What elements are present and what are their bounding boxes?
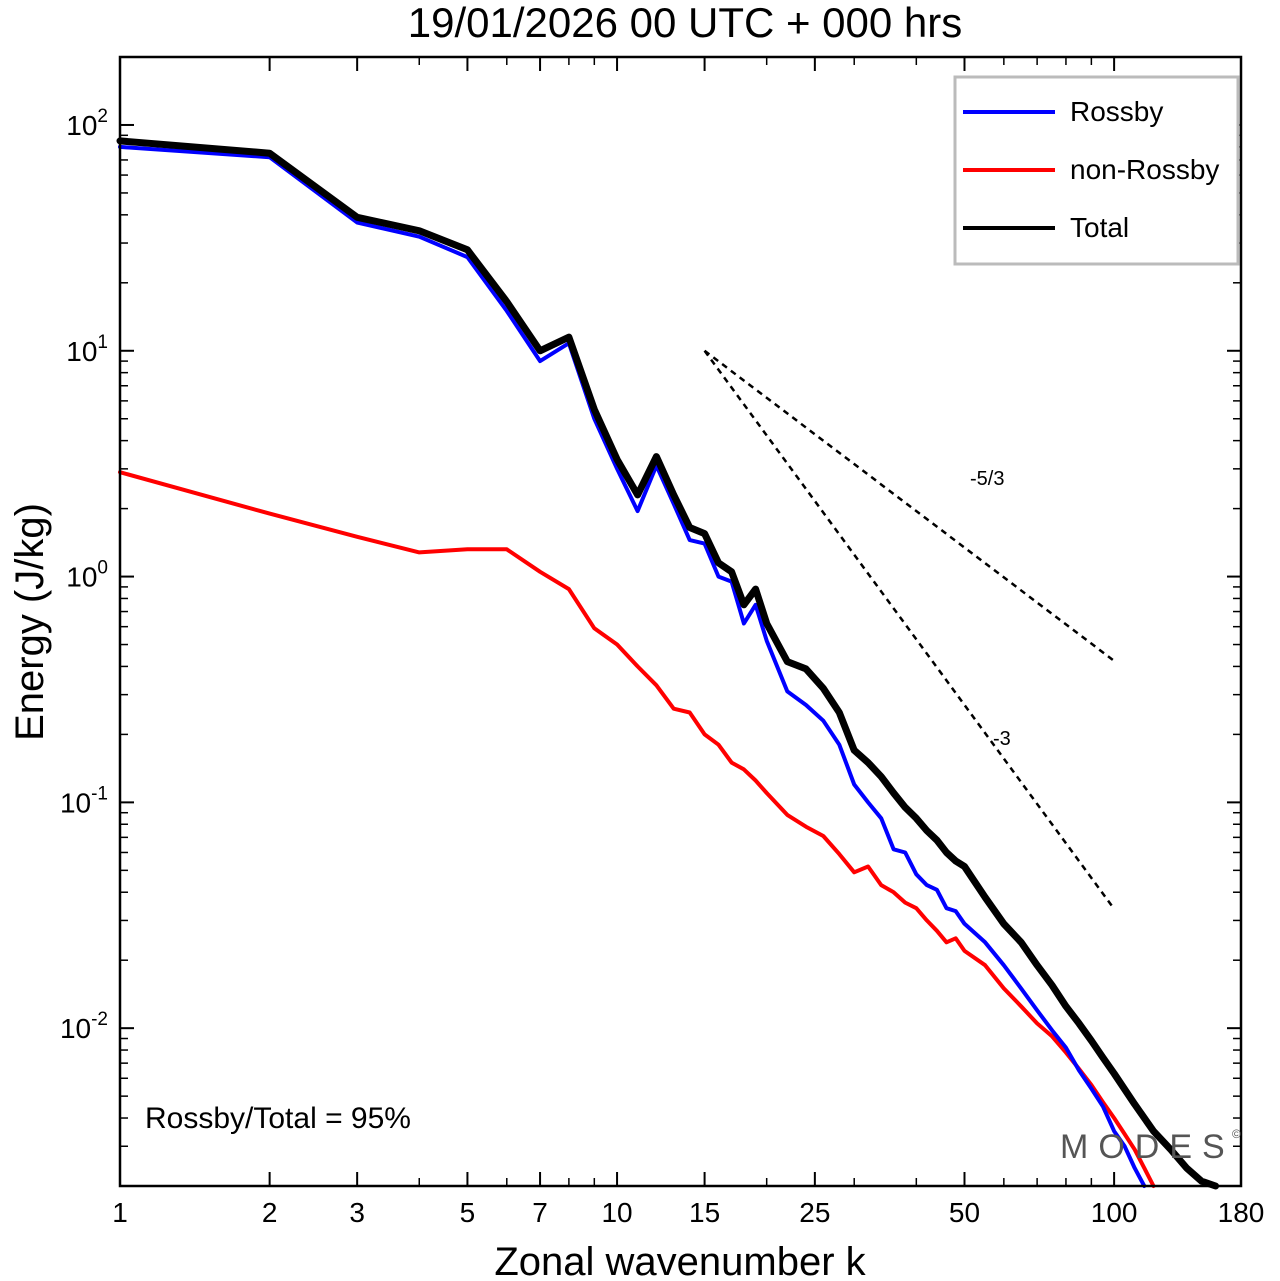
x-tick-label: 10 xyxy=(601,1197,632,1228)
plot-frame xyxy=(118,55,1243,1188)
series-line-non-rossby xyxy=(118,470,1156,1188)
y-tick-label: 101 xyxy=(66,332,108,367)
legend-label-non-rossby: non-Rossby xyxy=(1070,154,1219,185)
legend-label-rossby: Rossby xyxy=(1070,96,1163,127)
x-tick-label: 15 xyxy=(689,1197,720,1228)
x-axis-label: Zonal wavenumber k xyxy=(494,1240,866,1281)
y-tick-label: 10-2 xyxy=(60,1009,108,1044)
y-tick-label: 10-1 xyxy=(60,783,108,818)
chart-title: 19/01/2026 00 UTC + 000 hrs xyxy=(408,0,963,46)
reference-line-0 xyxy=(703,349,1115,662)
y-tick-label: 102 xyxy=(66,106,108,141)
y-axis-label: Energy (J/kg) xyxy=(8,503,52,741)
x-tick-label: 7 xyxy=(532,1197,548,1228)
copyright-mark: © xyxy=(1232,1127,1241,1141)
x-tick-label: 1 xyxy=(112,1197,128,1228)
x-tick-label: 25 xyxy=(799,1197,830,1228)
rossby-ratio-annotation: Rossby/Total = 95% xyxy=(145,1102,411,1135)
reference-slope-lines xyxy=(703,349,1116,910)
series-line-rossby xyxy=(118,144,1147,1188)
x-tick-label: 100 xyxy=(1091,1197,1138,1228)
x-tick-label: 3 xyxy=(349,1197,365,1228)
slope-label-three: -3 xyxy=(993,728,1011,750)
reference-line-1 xyxy=(703,350,1116,910)
x-tick-label: 50 xyxy=(949,1197,980,1228)
series-line-total xyxy=(116,137,1220,1190)
x-tick-label: 5 xyxy=(460,1197,476,1228)
y-tick-label: 100 xyxy=(66,558,108,593)
x-tick-labels: 1 2 3 5 7 10 15 25 50 100 180 xyxy=(112,1197,1264,1228)
x-tick-label: 2 xyxy=(262,1197,278,1228)
y-tick-labels: 102 101 100 10-1 10-2 xyxy=(60,106,108,1044)
series-lines xyxy=(116,137,1220,1190)
legend: Rossby non-Rossby Total xyxy=(953,75,1240,266)
slope-label-five-thirds: -5/3 xyxy=(970,468,1004,490)
x-tick-label: 180 xyxy=(1218,1197,1265,1228)
modes-watermark: MODES xyxy=(1060,1128,1235,1166)
legend-label-total: Total xyxy=(1070,212,1129,243)
